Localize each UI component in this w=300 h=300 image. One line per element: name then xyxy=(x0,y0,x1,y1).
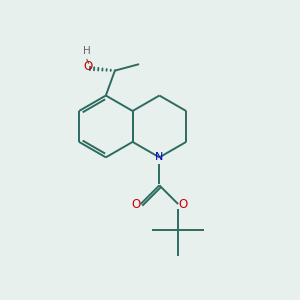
Text: H: H xyxy=(82,46,90,56)
Text: O: O xyxy=(132,198,141,211)
Text: N: N xyxy=(155,152,164,162)
Text: O: O xyxy=(178,198,187,211)
Text: O: O xyxy=(84,61,93,74)
